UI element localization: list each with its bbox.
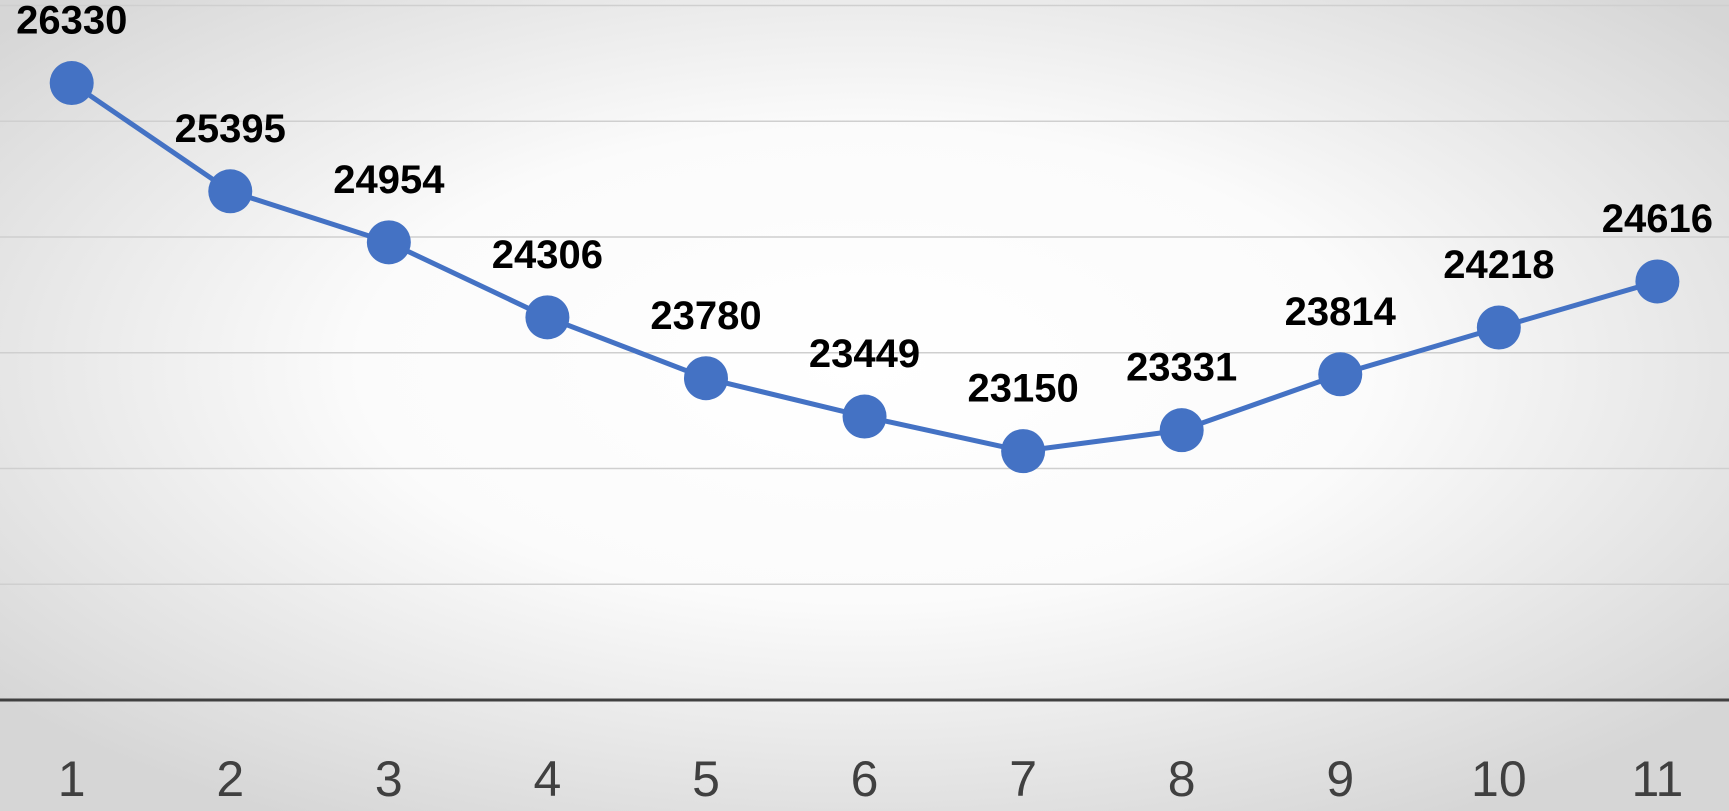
data-label: 25395 [175,107,286,151]
data-point [1318,352,1363,397]
data-point [49,61,94,106]
data-point [208,169,253,214]
data-point [366,220,411,265]
data-label: 23449 [809,332,920,376]
x-tick-label: 3 [375,751,403,807]
data-point [683,356,728,401]
data-label: 24306 [492,233,603,277]
data-point [1001,429,1046,474]
data-label: 24218 [1443,243,1554,287]
x-tick-label: 10 [1471,751,1527,807]
x-tick-label: 8 [1168,751,1196,807]
data-label: 23780 [650,294,761,338]
x-tick-label: 9 [1326,751,1354,807]
data-label: 23331 [1126,346,1237,390]
data-point [525,295,570,340]
x-tick-label: 7 [1009,751,1037,807]
data-point [1635,259,1680,304]
x-tick-label: 1 [58,751,86,807]
x-tick-label: 2 [216,751,244,807]
data-label: 24616 [1602,197,1713,241]
data-label: 24954 [333,158,445,202]
data-point [842,394,887,439]
data-label: 23814 [1285,290,1397,334]
x-tick-label: 6 [851,751,879,807]
data-point [1476,305,1521,350]
data-label: 26330 [16,0,127,43]
x-tick-label: 5 [692,751,720,807]
data-point [1159,408,1204,453]
x-tick-label: 4 [534,751,562,807]
x-tick-label: 11 [1631,751,1683,807]
data-label: 23150 [968,367,1079,411]
